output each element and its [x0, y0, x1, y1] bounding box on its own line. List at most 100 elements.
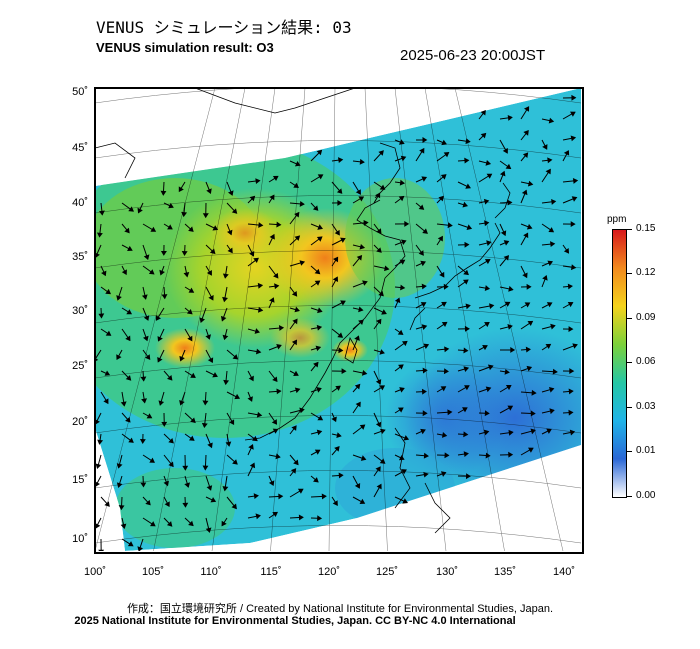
wind-arrow-head [141, 294, 148, 300]
wind-arrow-head [504, 301, 511, 307]
wind-arrow-head [225, 441, 232, 447]
wind-arrow-head [184, 482, 191, 488]
wind-arrow-head [128, 437, 134, 443]
wind-arrow-head [463, 269, 469, 276]
wind-arrow-head [419, 147, 425, 154]
wind-arrow-head [359, 158, 365, 165]
wind-arrow-head [489, 303, 495, 309]
wind-arrow-head [358, 319, 364, 325]
wind-arrow-head [354, 383, 361, 390]
wind-arrow-head [545, 168, 551, 175]
wind-arrow-head [463, 347, 469, 354]
wind-arrow-head [360, 455, 367, 461]
colorbar-tick [626, 362, 632, 363]
wind-arrow-head [523, 106, 530, 112]
wind-arrow-head [465, 303, 471, 310]
wind-arrow-head [276, 388, 282, 395]
wind-arrow-head [220, 315, 227, 322]
wind-arrow-head [125, 335, 131, 342]
wind-arrow-head [528, 447, 534, 453]
colorbar-label-0.03: 0.03 [636, 401, 656, 412]
colorbar [612, 229, 627, 498]
wind-arrow-head [181, 211, 188, 218]
wind-arrow-head [105, 288, 111, 295]
wind-arrow-head [545, 343, 552, 350]
wind-arrow-head [249, 462, 256, 469]
wind-arrow-head [314, 268, 321, 275]
wind-arrow-head [316, 387, 322, 393]
wind-arrow-head [507, 324, 513, 330]
wind-arrow-head [222, 486, 229, 492]
wind-arrow-head [464, 325, 470, 332]
wind-arrow-head [505, 385, 512, 391]
wind-arrow-head [483, 198, 490, 205]
latitude-line [95, 140, 581, 159]
wind-arrow-head [441, 139, 447, 146]
wind-arrow-head [334, 229, 340, 236]
wind-arrow-head [567, 283, 573, 290]
wind-arrow-head [420, 260, 426, 267]
wind-arrow-head [294, 160, 301, 167]
wind-arrow-head [190, 417, 196, 424]
wind-arrow-head [314, 280, 321, 286]
wind-arrow-head [572, 177, 579, 184]
wind-arrow-head [568, 409, 574, 416]
wind-arrow-head [465, 473, 471, 480]
colorbar-label-0.09: 0.09 [636, 312, 656, 323]
wind-arrow-head [208, 294, 214, 301]
wind-arrow-head [159, 269, 165, 276]
wind-arrow-head [375, 466, 381, 472]
wind-arrow-head [316, 149, 323, 156]
wind-arrow-head [359, 424, 366, 430]
wind-arrow-head [166, 521, 173, 527]
wind-arrow-head [291, 425, 297, 431]
wind-arrow-head [400, 284, 406, 291]
lon-label-125: 125˚ [375, 566, 399, 578]
wind-arrow-head [499, 170, 506, 177]
wind-arrow-head [378, 150, 384, 156]
wind-arrow-head [255, 178, 261, 185]
wind-arrow-head [422, 410, 428, 417]
wind-arrow-head [570, 135, 577, 142]
wind-arrow-head [141, 398, 148, 404]
wind-arrow-head [441, 321, 448, 328]
wind-arrow-head [464, 241, 470, 248]
wind-arrow-head [423, 343, 430, 350]
wind-arrow-head [484, 285, 491, 292]
wind-arrow-head [462, 279, 469, 285]
wind-arrow-head [104, 501, 110, 507]
wind-arrow-head [527, 180, 534, 187]
wind-arrow-head [486, 240, 492, 246]
wind-arrow-head [525, 346, 531, 353]
wind-arrow-head [376, 247, 382, 253]
wind-arrow-head [549, 408, 555, 415]
wind-arrow-head [299, 200, 305, 207]
wind-arrow-head [248, 444, 254, 450]
wind-arrow-head [272, 511, 279, 518]
wind-arrow-head [375, 192, 381, 199]
wind-arrow-head [552, 368, 558, 375]
colorbar-label-0.12: 0.12 [636, 267, 656, 278]
wind-arrow-head [547, 260, 553, 267]
wind-arrow-head [463, 366, 470, 372]
wind-arrow-head [209, 248, 216, 255]
wind-arrow-head [125, 375, 132, 381]
credit-creator: 作成：国立環境研究所 / Created by National Institu… [126, 603, 554, 615]
wind-arrow-head [274, 283, 280, 290]
wind-arrow-head [137, 207, 143, 214]
wind-arrow-head [148, 269, 155, 275]
wind-arrow-head [293, 370, 299, 377]
wind-arrow-head [550, 323, 556, 330]
wind-arrow-head [462, 201, 469, 208]
wind-arrow-head [485, 452, 491, 459]
wind-arrow-head [521, 189, 528, 196]
wind-arrow-head [508, 451, 514, 458]
wind-arrow-head [332, 256, 339, 263]
wind-arrow-head [121, 269, 127, 276]
wind-arrow-head [462, 407, 468, 413]
wind-arrow-head [361, 370, 368, 376]
wind-arrow-head [249, 250, 255, 257]
wind-arrow-head [542, 144, 548, 150]
wind-arrow-head [568, 326, 574, 332]
wind-arrow-head [379, 385, 386, 391]
